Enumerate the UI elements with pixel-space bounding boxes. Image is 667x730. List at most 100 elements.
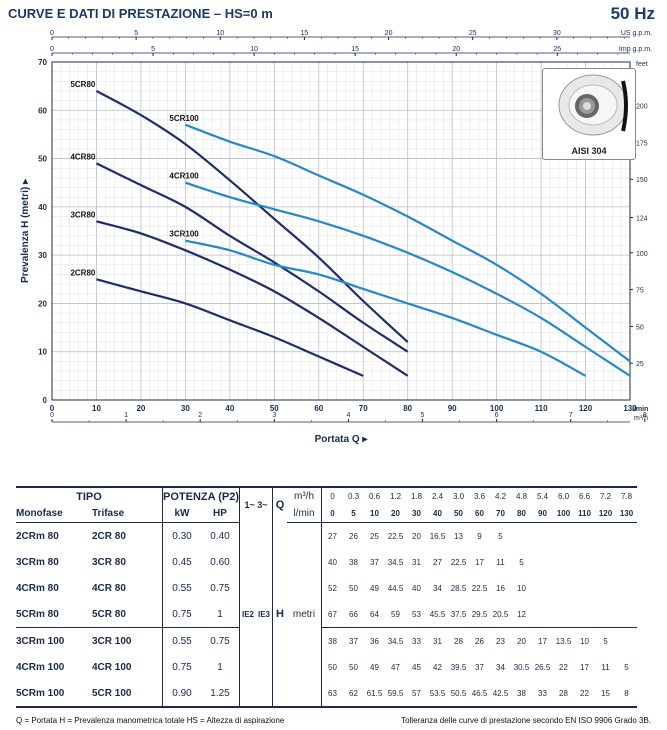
m3h-tick-label: 1 [124, 412, 128, 419]
model-trifase: 3CR 80 [92, 556, 126, 568]
head-value: 42.5 [492, 688, 509, 698]
table-row: 4CRm 100 4CR 100 0.75 1 50 50 49 47 45 42 39.5 37 34… [16, 654, 637, 680]
feet-tick-label: 25 [636, 361, 644, 368]
feet-tick-label: 150 [636, 177, 648, 184]
curve-5cr100 [184, 123, 631, 363]
tipo-header: TIPO [16, 486, 163, 505]
m3h-tick-label: 2 [198, 412, 202, 419]
pump-impeller-image: AISI 304 [542, 68, 636, 160]
x-tick-label: 0 [50, 404, 55, 413]
head-value: 49 [370, 583, 379, 593]
imp-gpm-tick-label: 20 [452, 46, 460, 53]
lmin-value: 120 [595, 505, 616, 523]
head-value: 36 [370, 636, 379, 646]
head-value: 22 [580, 688, 589, 698]
imp-gpm-unit-label: Imp g.p.m. [619, 46, 652, 53]
head-value: 34.5 [387, 557, 404, 567]
imp-gpm-tick-label: 25 [553, 46, 561, 53]
x-axis-title: Portata Q ▸ [315, 434, 369, 445]
head-value: 22.5 [387, 531, 404, 541]
model-monofase: 3CRm 80 [16, 556, 59, 568]
m3h-value: 7.2 [595, 486, 616, 505]
head-value: 66 [343, 601, 364, 628]
head-value: 5 [519, 557, 524, 567]
power-kw: 0.55 [162, 627, 201, 654]
head-value: 38 [328, 636, 337, 646]
monofase-header: Monofase [16, 505, 92, 523]
m3h-tick-label: 8 [643, 412, 647, 419]
head-value: 17 [580, 662, 589, 672]
head-value: 38 [349, 557, 358, 567]
m3h-tick-label: 7 [569, 412, 573, 419]
head-value: 22 [559, 662, 568, 672]
head-value: 52 [328, 583, 337, 593]
frequency-label: 50 Hz [610, 4, 655, 23]
head-value: 49 [370, 662, 379, 672]
head-value: 63 [328, 688, 337, 698]
feet-tick-label: 175 [636, 140, 648, 147]
head-value [532, 601, 553, 628]
m3h-tick-label: 5 [421, 412, 425, 419]
power-kw: 0.90 [162, 680, 201, 707]
page-title: CURVE E DATI DI PRESTAZIONE – HS=0 m [8, 6, 273, 21]
m3h-value: 7.8 [616, 486, 637, 505]
head-value: 16.5 [429, 531, 446, 541]
x-tick-label: 70 [359, 404, 368, 413]
lmin-value: 50 [448, 505, 469, 523]
x-tick-label: 10 [92, 404, 101, 413]
m3h-value: 6.6 [574, 486, 595, 505]
power-hp: 1 [201, 601, 240, 628]
lmin-value: 30 [406, 505, 427, 523]
power-hp: 1 [217, 661, 223, 673]
head-value: 29.5 [469, 601, 490, 628]
model-monofase: 5CRm 80 [16, 601, 92, 628]
x-tick-label: 40 [225, 404, 234, 413]
x-unit-label: l/min [632, 406, 648, 413]
curve-label-3cr100: 3CR100 [169, 230, 199, 239]
table-row: 4CRm 80 4CR 80 0.55 0.75 52 50 49 44.5 40 34 28.5 2… [16, 575, 637, 601]
power-hp: 0.75 [210, 582, 230, 594]
m3h-value: 1.2 [385, 486, 406, 505]
head-value: 5 [498, 531, 503, 541]
lmin-value: 0 [321, 505, 343, 523]
x-tick-label: 50 [270, 404, 279, 413]
curve-label-4cr80: 4CR80 [70, 152, 95, 161]
head-value [616, 628, 637, 655]
head-value: 37 [370, 557, 379, 567]
head-value [532, 523, 553, 550]
head-value: 34 [433, 583, 442, 593]
model-monofase: 3CRm 100 [16, 635, 65, 647]
m3h-value: 3.6 [469, 486, 490, 505]
lmin-value: 20 [385, 505, 406, 523]
head-value: 27 [328, 531, 337, 541]
curve-5cr80 [95, 90, 409, 343]
feet-unit-label: feet [636, 61, 648, 68]
model-trifase: 5CR 100 [92, 687, 132, 699]
lmin-value: 5 [343, 505, 364, 523]
imp-gpm-tick-label: 15 [351, 46, 359, 53]
head-value [553, 575, 574, 601]
head-value: 15 [601, 688, 610, 698]
head-value: 64 [364, 601, 385, 628]
head-value: 10 [580, 636, 589, 646]
lmin-unit-header: l/min [287, 505, 322, 523]
m3h-value: 4.2 [490, 486, 511, 505]
curve-2cr80 [96, 278, 364, 377]
m3h-unit-header: m³/h [287, 486, 322, 505]
head-value [616, 575, 637, 601]
lmin-value: 10 [364, 505, 385, 523]
power-kw: 0.75 [162, 654, 201, 680]
head-value: 33 [412, 636, 421, 646]
head-value: 45 [412, 662, 421, 672]
head-value [574, 523, 595, 550]
head-value: 31 [433, 636, 442, 646]
head-value: 16 [496, 583, 505, 593]
m3h-value: 0.6 [364, 486, 385, 505]
us-gpm-tick-label: 30 [553, 30, 561, 37]
head-value: 10 [517, 583, 526, 593]
power-kw: 0.30 [162, 522, 201, 549]
footer-legend: Q = Portata H = Prevalenza manometrica t… [16, 716, 285, 725]
metri-label: metri [287, 522, 322, 707]
head-value: 8 [624, 688, 629, 698]
